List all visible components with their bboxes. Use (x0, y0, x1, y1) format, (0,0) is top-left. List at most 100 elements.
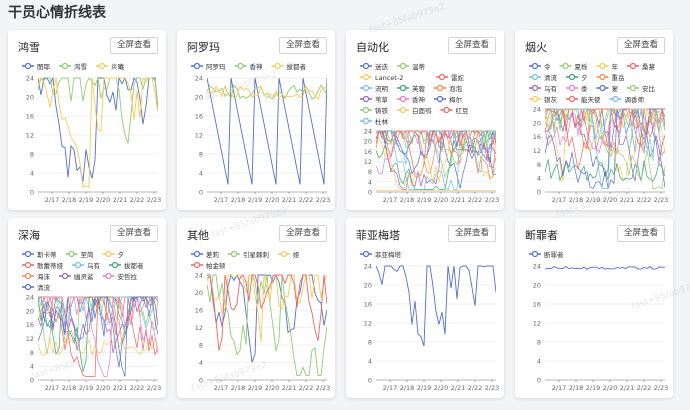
y-tick-label: 12 (195, 324, 203, 332)
y-tick-label: 0 (30, 377, 34, 385)
fullscreen-button[interactable]: 全屏查看 (616, 37, 665, 54)
legend-item[interactable]: 炎曦 (96, 62, 125, 71)
fullscreen-button[interactable]: 全屏查看 (278, 37, 327, 54)
fullscreen-button[interactable]: 全屏查看 (109, 37, 158, 54)
legend-item[interactable]: 夏栎 (559, 62, 589, 71)
chart-title: 烟火 (525, 41, 547, 54)
series-line (376, 129, 496, 169)
legend-label: 幽灵鲨 (74, 272, 94, 281)
legend-label: 拔都者 (287, 62, 307, 71)
legend-item[interactable]: 拔都者 (109, 261, 144, 270)
legend-item[interactable]: 菲亚梅塔 (360, 250, 402, 259)
chart-card-automation: 自动化 全屏查看 迷迭 温蒂 Lancet-2 雷蛇流明 芙蓉 泡泡苇草 香神 梅尔铸铁 白面鸮… (346, 30, 504, 210)
legend-item[interactable]: 安哲拉 (102, 272, 138, 281)
legend-item[interactable]: 温蒂 (397, 62, 426, 71)
chart-title: 自动化 (356, 41, 389, 54)
legend-item[interactable]: 银灰 (529, 95, 558, 104)
legend-item[interactable]: 夕 (566, 73, 588, 82)
legend-item[interactable]: 图耶 (22, 62, 51, 71)
legend-item[interactable]: 杜林 (360, 117, 389, 126)
legend-item[interactable]: 香神 (234, 62, 263, 71)
legend-label: 杜林 (375, 117, 389, 126)
x-tick-label: 2/19 (417, 196, 432, 204)
y-tick-label: 24 (364, 263, 372, 271)
series-line (38, 76, 158, 144)
legend-item[interactable]: 差莉 (191, 250, 220, 259)
y-tick-label: 8 (537, 161, 541, 169)
x-tick-label: 2/20 (434, 196, 449, 204)
legend-item[interactable]: 泡泡 (434, 84, 463, 93)
fullscreen-button[interactable]: 全屏查看 (109, 225, 158, 242)
legend-item[interactable]: 桑葚 (627, 62, 656, 71)
legend-item[interactable]: 年 (596, 62, 619, 71)
legend-item[interactable]: 夕 (102, 250, 125, 259)
legend-item[interactable]: 帕金顿 (191, 261, 226, 270)
legend-item[interactable]: 斯卡蒂 (22, 250, 57, 259)
legend-item[interactable]: 海沫 (22, 272, 51, 281)
y-tick-label: 8 (368, 339, 372, 347)
x-tick-label: 2/20 (434, 384, 449, 392)
legend-item[interactable]: 重岳 (596, 73, 626, 82)
legend-item[interactable]: 清流 (22, 283, 51, 292)
y-tick-label: 0 (537, 189, 541, 197)
y-tick-label: 24 (26, 75, 34, 83)
x-tick-label: 2/17 (383, 196, 398, 204)
legend-item[interactable]: 梅尔 (434, 95, 463, 104)
y-tick-label: 8 (537, 339, 541, 347)
fullscreen-button[interactable]: 全屏查看 (447, 225, 496, 242)
legend-item[interactable]: 芙蓉 (397, 84, 426, 93)
legend-item[interactable]: 鸿雪 (59, 62, 87, 71)
legend-item[interactable]: 歌蕾蒂娅 (22, 261, 64, 270)
legend-label: 图耶 (37, 63, 51, 71)
x-tick-label: 2/21 (451, 196, 466, 204)
legend-label: 拔都者 (124, 261, 144, 270)
y-tick-label: 0 (199, 189, 203, 197)
x-tick-label: 2/17 (214, 196, 229, 204)
legend-label: 安哲拉 (118, 272, 138, 281)
legend-label: 引星棘刺 (243, 250, 269, 259)
legend-item[interactable]: 断罪者 (529, 250, 564, 259)
legend-item[interactable]: 清流 (529, 73, 558, 82)
legend-item[interactable]: 乌有 (529, 84, 558, 93)
legend-item[interactable]: 幽灵鲨 (59, 272, 94, 281)
legend-item[interactable]: 引星棘刺 (228, 250, 269, 259)
legend-label: 乌有 (544, 84, 558, 93)
legend-item[interactable]: 安比 (627, 84, 656, 93)
legend-item[interactable]: 阿罗玛 (191, 62, 226, 71)
legend-item[interactable]: 调香师 (609, 95, 645, 104)
x-tick-label: 2/19 (79, 384, 94, 392)
y-tick-label: 24 (195, 272, 203, 280)
legend-item[interactable]: Lancet-2 (360, 73, 403, 82)
x-tick-label: 2/21 (282, 384, 297, 392)
fullscreen-button[interactable]: 全屏查看 (278, 225, 327, 242)
legend-item[interactable]: 宴 (596, 84, 619, 93)
x-tick-label: 2/23 (485, 384, 500, 392)
legend-item[interactable]: 流明 (360, 84, 389, 93)
legend-item[interactable]: 令 (529, 62, 551, 71)
x-tick-label: 2/23 (147, 196, 162, 204)
legend-item[interactable]: 拔都者 (271, 62, 307, 71)
x-tick-label: 2/23 (316, 384, 331, 392)
y-tick-label: 20 (533, 119, 541, 127)
chart-card-executor: 断罪者 全屏查看 断罪者 0 4 8 12 16 20 24 2/17 2/18 2/19 2/20 2… (515, 218, 673, 398)
fullscreen-button[interactable]: 全屏查看 (616, 225, 665, 242)
legend-item[interactable]: 红豆 (440, 106, 470, 115)
legend-item[interactable]: 黍 (566, 84, 588, 93)
legend-item[interactable]: 迷迭 (360, 62, 389, 71)
legend-item[interactable]: 能天使 (566, 95, 601, 104)
y-tick-label: 12 (364, 320, 372, 328)
legend-item[interactable]: 苇草 (360, 95, 389, 104)
legend-label: 流明 (375, 84, 389, 93)
legend-item[interactable]: 娅 (278, 250, 300, 259)
series-line (376, 130, 496, 190)
fullscreen-button[interactable]: 全屏查看 (447, 37, 496, 54)
y-tick-label: 24 (364, 128, 372, 136)
legend-item[interactable]: 雷蛇 (436, 73, 465, 82)
legend-item[interactable]: 白面鸮 (397, 106, 432, 115)
legend-item[interactable]: 香神 (397, 95, 425, 104)
legend-item[interactable]: 铸铁 (360, 106, 389, 115)
x-tick-label: 2/22 (468, 384, 483, 392)
legend-item[interactable]: 至简 (65, 250, 95, 259)
legend-item[interactable]: 乌有 (72, 261, 101, 270)
